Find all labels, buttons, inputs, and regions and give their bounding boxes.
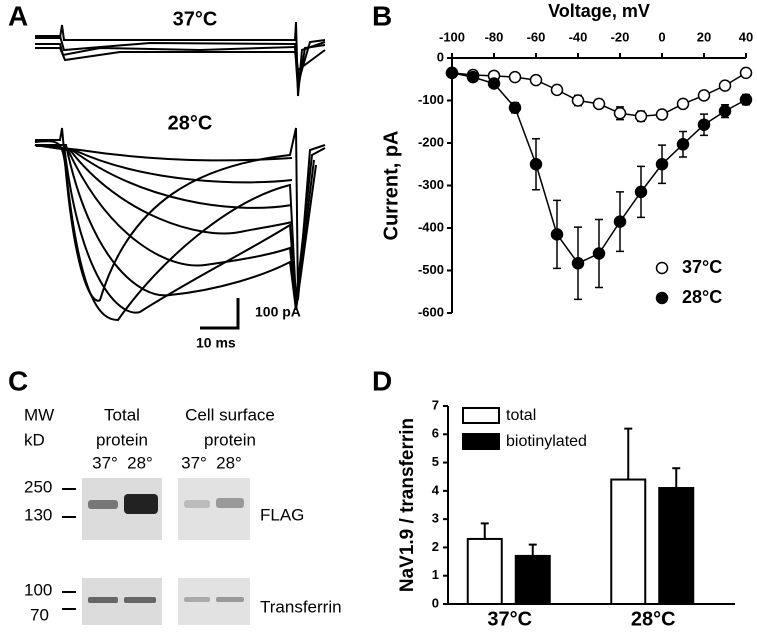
- y-tick-label: -500: [418, 262, 444, 277]
- data-point: [550, 228, 564, 241]
- bar: [514, 554, 551, 606]
- lane-label: 37°: [92, 453, 118, 472]
- y-tick-label: -600: [418, 304, 444, 319]
- blot: MW kD Total protein Cell surface protein…: [24, 405, 342, 625]
- legend-swatch: [462, 407, 500, 424]
- panel-label: B: [372, 0, 392, 31]
- x-tick-label: -60: [527, 29, 546, 44]
- blot-label: Transferrin: [260, 597, 342, 616]
- y-tick-label: 2: [432, 539, 439, 554]
- lane-label: 28°: [216, 453, 242, 472]
- y-tick-label: 3: [432, 511, 439, 526]
- data-point: [634, 109, 648, 123]
- data-point: [655, 108, 669, 121]
- data-point: [613, 107, 627, 120]
- y-axis-title: Current, pA: [380, 131, 402, 241]
- x-tick-label: 37°C: [487, 608, 532, 630]
- blot-label: protein: [204, 430, 256, 449]
- lane-label: 28°: [127, 453, 153, 472]
- blot-label: protein: [96, 430, 148, 449]
- blot-label: kD: [24, 430, 45, 449]
- panel-label: C: [8, 365, 28, 396]
- legend-label: total: [506, 407, 536, 424]
- x-tick-label: -80: [485, 29, 504, 44]
- y-tick-label: -300: [418, 177, 444, 192]
- data-point: [718, 79, 732, 92]
- y-tick-label: 6: [432, 426, 439, 441]
- y-tick-label: 0: [432, 595, 439, 610]
- legend-marker: [655, 261, 669, 275]
- x-tick-label: 40: [739, 29, 753, 44]
- legend-swatch: [462, 433, 500, 450]
- x-axis-title: Voltage, mV: [548, 1, 650, 21]
- scale-label: 100 pA: [255, 304, 301, 320]
- x-tick-label: -40: [569, 29, 588, 44]
- trace-label: 37°C: [173, 8, 218, 30]
- legend-label: 28°C: [682, 287, 722, 307]
- data-point: [613, 215, 627, 228]
- y-tick-label: 5: [432, 454, 439, 469]
- bar: [466, 537, 503, 606]
- lane-label: 37°: [181, 453, 207, 472]
- data-point: [718, 104, 732, 118]
- trace-label: 28°C: [168, 112, 213, 134]
- data-point: [529, 158, 543, 171]
- data-point: [739, 66, 753, 80]
- data-point: [466, 70, 480, 84]
- data-point: [487, 77, 501, 90]
- x-tick-label: 20: [697, 29, 711, 44]
- y-axis-title: NaV1.9 / transferrin: [397, 418, 418, 592]
- blot-label: MW: [24, 405, 54, 424]
- data-point: [592, 97, 606, 111]
- legend-marker: [655, 291, 669, 305]
- panel-label: A: [8, 0, 28, 31]
- data-point: [676, 138, 690, 151]
- data-point: [739, 93, 753, 106]
- blot-label: Total: [104, 405, 140, 424]
- data-point: [445, 66, 459, 80]
- data-point: [697, 89, 711, 102]
- current-traces: [34, 21, 326, 330]
- bar: [610, 478, 647, 605]
- data-point: [634, 185, 648, 199]
- y-tick-label: -200: [418, 134, 444, 149]
- data-point: [592, 247, 606, 260]
- data-point: [676, 97, 690, 111]
- y-tick-label: 1: [432, 567, 439, 582]
- blot-label: Cell surface: [185, 405, 275, 424]
- data-point: [571, 94, 585, 107]
- mw-label: 70: [30, 605, 49, 624]
- legend-label: 37°C: [682, 257, 722, 277]
- data-point: [508, 70, 522, 84]
- data-point: [508, 101, 522, 114]
- y-tick-label: -400: [418, 219, 444, 234]
- legend-label: biotinylated: [506, 433, 587, 450]
- y-tick-label: -100: [418, 92, 444, 107]
- bar: [658, 487, 695, 605]
- data-point: [571, 257, 585, 270]
- x-tick-label: 28°C: [631, 608, 676, 630]
- data-point: [655, 158, 669, 171]
- y-tick-label: 4: [432, 482, 440, 497]
- y-tick-label: 7: [432, 397, 439, 412]
- scale-label: 10 ms: [196, 335, 236, 351]
- mw-label: 100: [24, 580, 52, 599]
- blot-label: FLAG: [260, 505, 304, 524]
- data-point: [550, 83, 564, 97]
- x-tick-label: -20: [611, 29, 630, 44]
- data-point: [529, 73, 543, 87]
- mw-label: 250: [24, 477, 52, 496]
- panel-label: D: [372, 365, 392, 396]
- x-tick-label: 0: [658, 29, 665, 44]
- x-tick-label: -100: [439, 29, 465, 44]
- y-tick-label: 0: [437, 49, 444, 64]
- mw-label: 130: [24, 505, 52, 524]
- data-point: [697, 118, 711, 131]
